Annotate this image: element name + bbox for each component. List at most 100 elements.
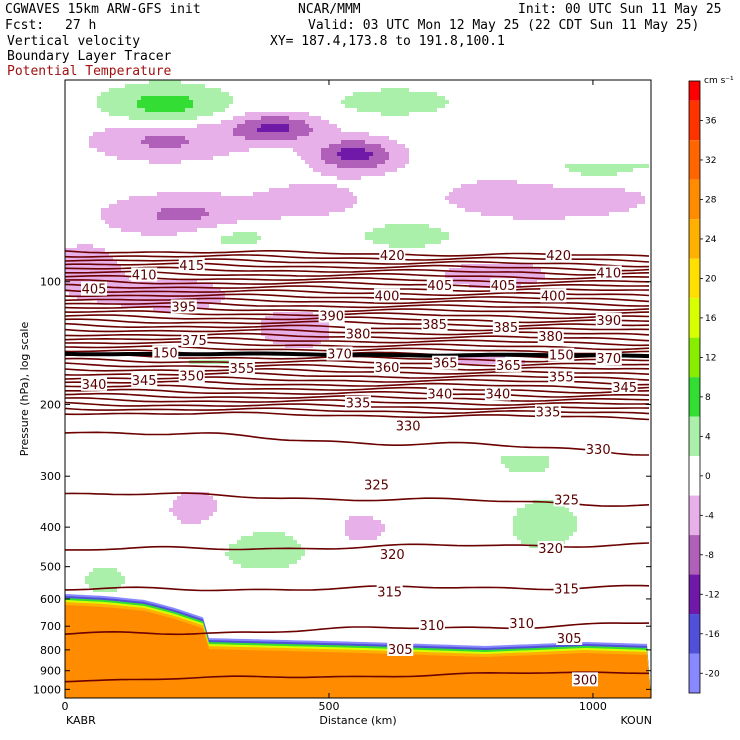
w-shade-cell	[221, 240, 257, 244]
colorbar-label: 32	[705, 156, 716, 166]
w-shade-cell	[65, 260, 117, 264]
plot-frame	[64, 79, 652, 699]
w-shade-cell	[185, 136, 245, 140]
theta-label: 400	[541, 289, 566, 304]
theta-label-bg	[170, 299, 197, 314]
theta-label: 315	[377, 585, 402, 600]
w-shade-cell	[65, 256, 113, 260]
w-shade-cell	[341, 156, 369, 160]
theta-label-bg	[548, 347, 575, 362]
theta-label: 420	[380, 249, 405, 264]
colorbar-bin	[689, 179, 700, 220]
w-shade-cell	[449, 268, 541, 272]
theta-label: 340	[82, 378, 107, 393]
theta-label: 365	[433, 357, 458, 372]
theta-label-bg	[545, 248, 572, 263]
theta-label-bg	[572, 672, 599, 687]
w-shade-cell	[305, 120, 329, 124]
theta-label: 370	[596, 352, 621, 367]
theta-contour	[65, 270, 650, 280]
theta-label: 320	[380, 548, 405, 563]
theta-label: 320	[538, 542, 563, 557]
theta-label: 385	[493, 321, 518, 336]
theta-contour	[64, 384, 650, 394]
theta-label: 355	[549, 371, 574, 386]
w-shade-cell	[97, 96, 141, 100]
theta-label: 365	[496, 359, 521, 374]
w-shade-cell	[129, 116, 197, 120]
theta-label-bg	[537, 329, 564, 344]
theta-label: 405	[427, 279, 452, 294]
w-shade-cell	[337, 176, 361, 180]
w-shade-cell	[581, 172, 617, 176]
w-shade-cell	[149, 144, 181, 148]
y-tick-label: 500	[40, 561, 61, 574]
w-shade-cell	[93, 132, 233, 136]
theta-label-bg	[181, 333, 208, 348]
theta-label-bg	[178, 368, 205, 383]
w-shade-cell	[309, 132, 369, 136]
w-shade-cell	[93, 588, 117, 592]
w-shade-cell	[385, 224, 429, 228]
w-shade-cell	[89, 140, 141, 144]
theta-label-bg	[379, 547, 406, 562]
w-shade-cell	[289, 124, 309, 128]
theta-label-bg	[395, 418, 422, 433]
colorbar-bin	[689, 140, 700, 180]
w-shade-cell	[149, 80, 181, 84]
model-title: CGWAVES 15km ARW-GFS init	[5, 2, 201, 17]
w-shade-cell	[461, 184, 553, 188]
w-shade-cell	[101, 208, 161, 212]
w-shade-cell	[65, 252, 109, 256]
w-shade-cell	[517, 508, 569, 512]
theta-label: 315	[554, 583, 579, 598]
y-tick-label: 700	[40, 620, 61, 633]
w-shade-cell	[445, 272, 545, 276]
w-shade-cell	[449, 192, 641, 196]
theta-label-bg	[484, 386, 511, 401]
theta-label-bg	[611, 379, 638, 394]
w-shade-cell	[349, 536, 377, 540]
theta-contour	[65, 388, 650, 398]
theta-label: 400	[375, 289, 400, 304]
w-shade-cell	[345, 524, 385, 528]
colorbar-bin	[689, 258, 700, 299]
y-tick-label: 300	[40, 470, 61, 483]
w-shade-cell	[389, 244, 425, 248]
w-shade-cell	[289, 128, 313, 132]
x-tick-label: 0	[62, 700, 69, 713]
w-shade-cell	[117, 200, 357, 204]
colorbar-bin	[689, 416, 700, 457]
left-endpoint-label: KABR	[66, 714, 96, 727]
w-shade-cell	[265, 336, 329, 340]
colorbar-label: 12	[705, 353, 716, 363]
w-shade-cell	[221, 236, 261, 240]
theta-label-bg	[152, 345, 179, 360]
theta-contour	[64, 411, 650, 421]
colorbar-label: 20	[705, 274, 717, 284]
theta-label-bg	[374, 288, 401, 303]
theta-label-bg	[131, 267, 158, 282]
w-shade-cell	[349, 516, 373, 520]
theta-label: 355	[229, 362, 254, 377]
w-shade-cell	[565, 164, 649, 168]
theta-label-bg	[379, 248, 406, 263]
w-shade-cell	[265, 316, 321, 320]
colorbar-label: -16	[705, 630, 720, 640]
w-shade-cell	[389, 156, 409, 160]
w-shade-cell	[65, 272, 125, 276]
w-shade-cell	[381, 112, 409, 116]
fcst-label: Fcst:	[5, 18, 45, 33]
theta-contour	[64, 362, 650, 371]
w-shade-cell	[505, 464, 549, 468]
w-shade-cell	[313, 168, 397, 172]
w-shade-cell	[101, 212, 157, 216]
theta-label-bg	[426, 386, 453, 401]
theta-label: 345	[132, 374, 157, 389]
w-shade-cell	[65, 284, 213, 288]
w-shade-cell	[341, 100, 449, 104]
w-shade-cell	[385, 148, 409, 152]
colorbar-bin	[689, 653, 700, 693]
